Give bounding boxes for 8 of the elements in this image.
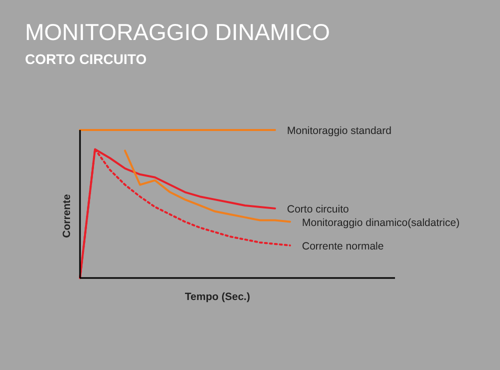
series-label: Corrente normale [302,240,384,252]
series-label: Corto circuito [287,203,350,216]
series-label: Monitoraggio dinamico(saldatrice) [302,216,460,229]
chart-subtitle: CORTO CIRCUITO [25,51,147,67]
chart-title: MONITORAGGIO DINAMICO [25,19,330,45]
y-axis-title: Corrente [61,194,73,238]
series-label: Monitoraggio standard [287,125,392,137]
x-axis-title: Tempo (Sec.) [184,291,250,303]
